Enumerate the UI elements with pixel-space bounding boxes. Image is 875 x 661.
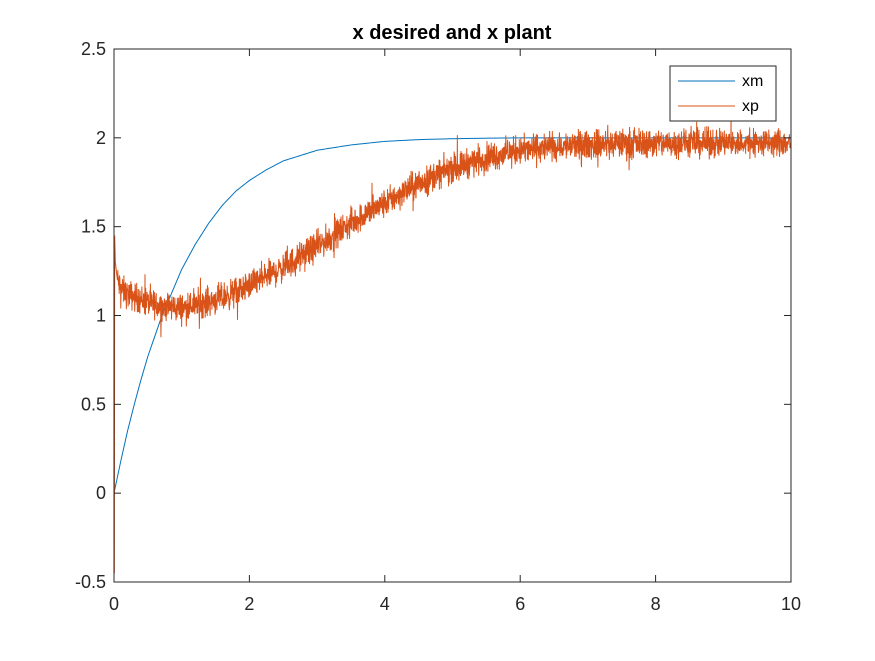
y-tick-label: 2.5: [81, 39, 106, 59]
ticks-layer: 0 2 4 6 8 10-0.500.511.522.5: [75, 39, 801, 614]
x-tick-label: 2: [244, 594, 254, 614]
chart-title: x desired and x plant: [353, 22, 552, 44]
series-layer: [113, 112, 792, 574]
x-tick-label: 0: [109, 594, 119, 614]
series-xp-line: [113, 112, 792, 574]
x-tick-label: 10: [781, 594, 801, 614]
y-tick-label: -0.5: [75, 572, 106, 592]
y-tick-label: 1.5: [81, 217, 106, 237]
x-tick-label: 4: [380, 594, 390, 614]
y-tick-label: 1: [96, 306, 106, 326]
legend-label-xp: xp: [742, 98, 759, 115]
plot-area: [114, 49, 791, 582]
y-tick-label: 0: [96, 483, 106, 503]
legend-box: [669, 65, 777, 122]
y-tick-label: 2: [96, 128, 106, 148]
x-tick-label: 6: [515, 594, 525, 614]
y-tick-label: 0.5: [81, 394, 106, 414]
legend: xm xp: [669, 65, 777, 122]
x-tick-label: 8: [651, 594, 661, 614]
legend-label-xm: xm: [742, 73, 763, 90]
